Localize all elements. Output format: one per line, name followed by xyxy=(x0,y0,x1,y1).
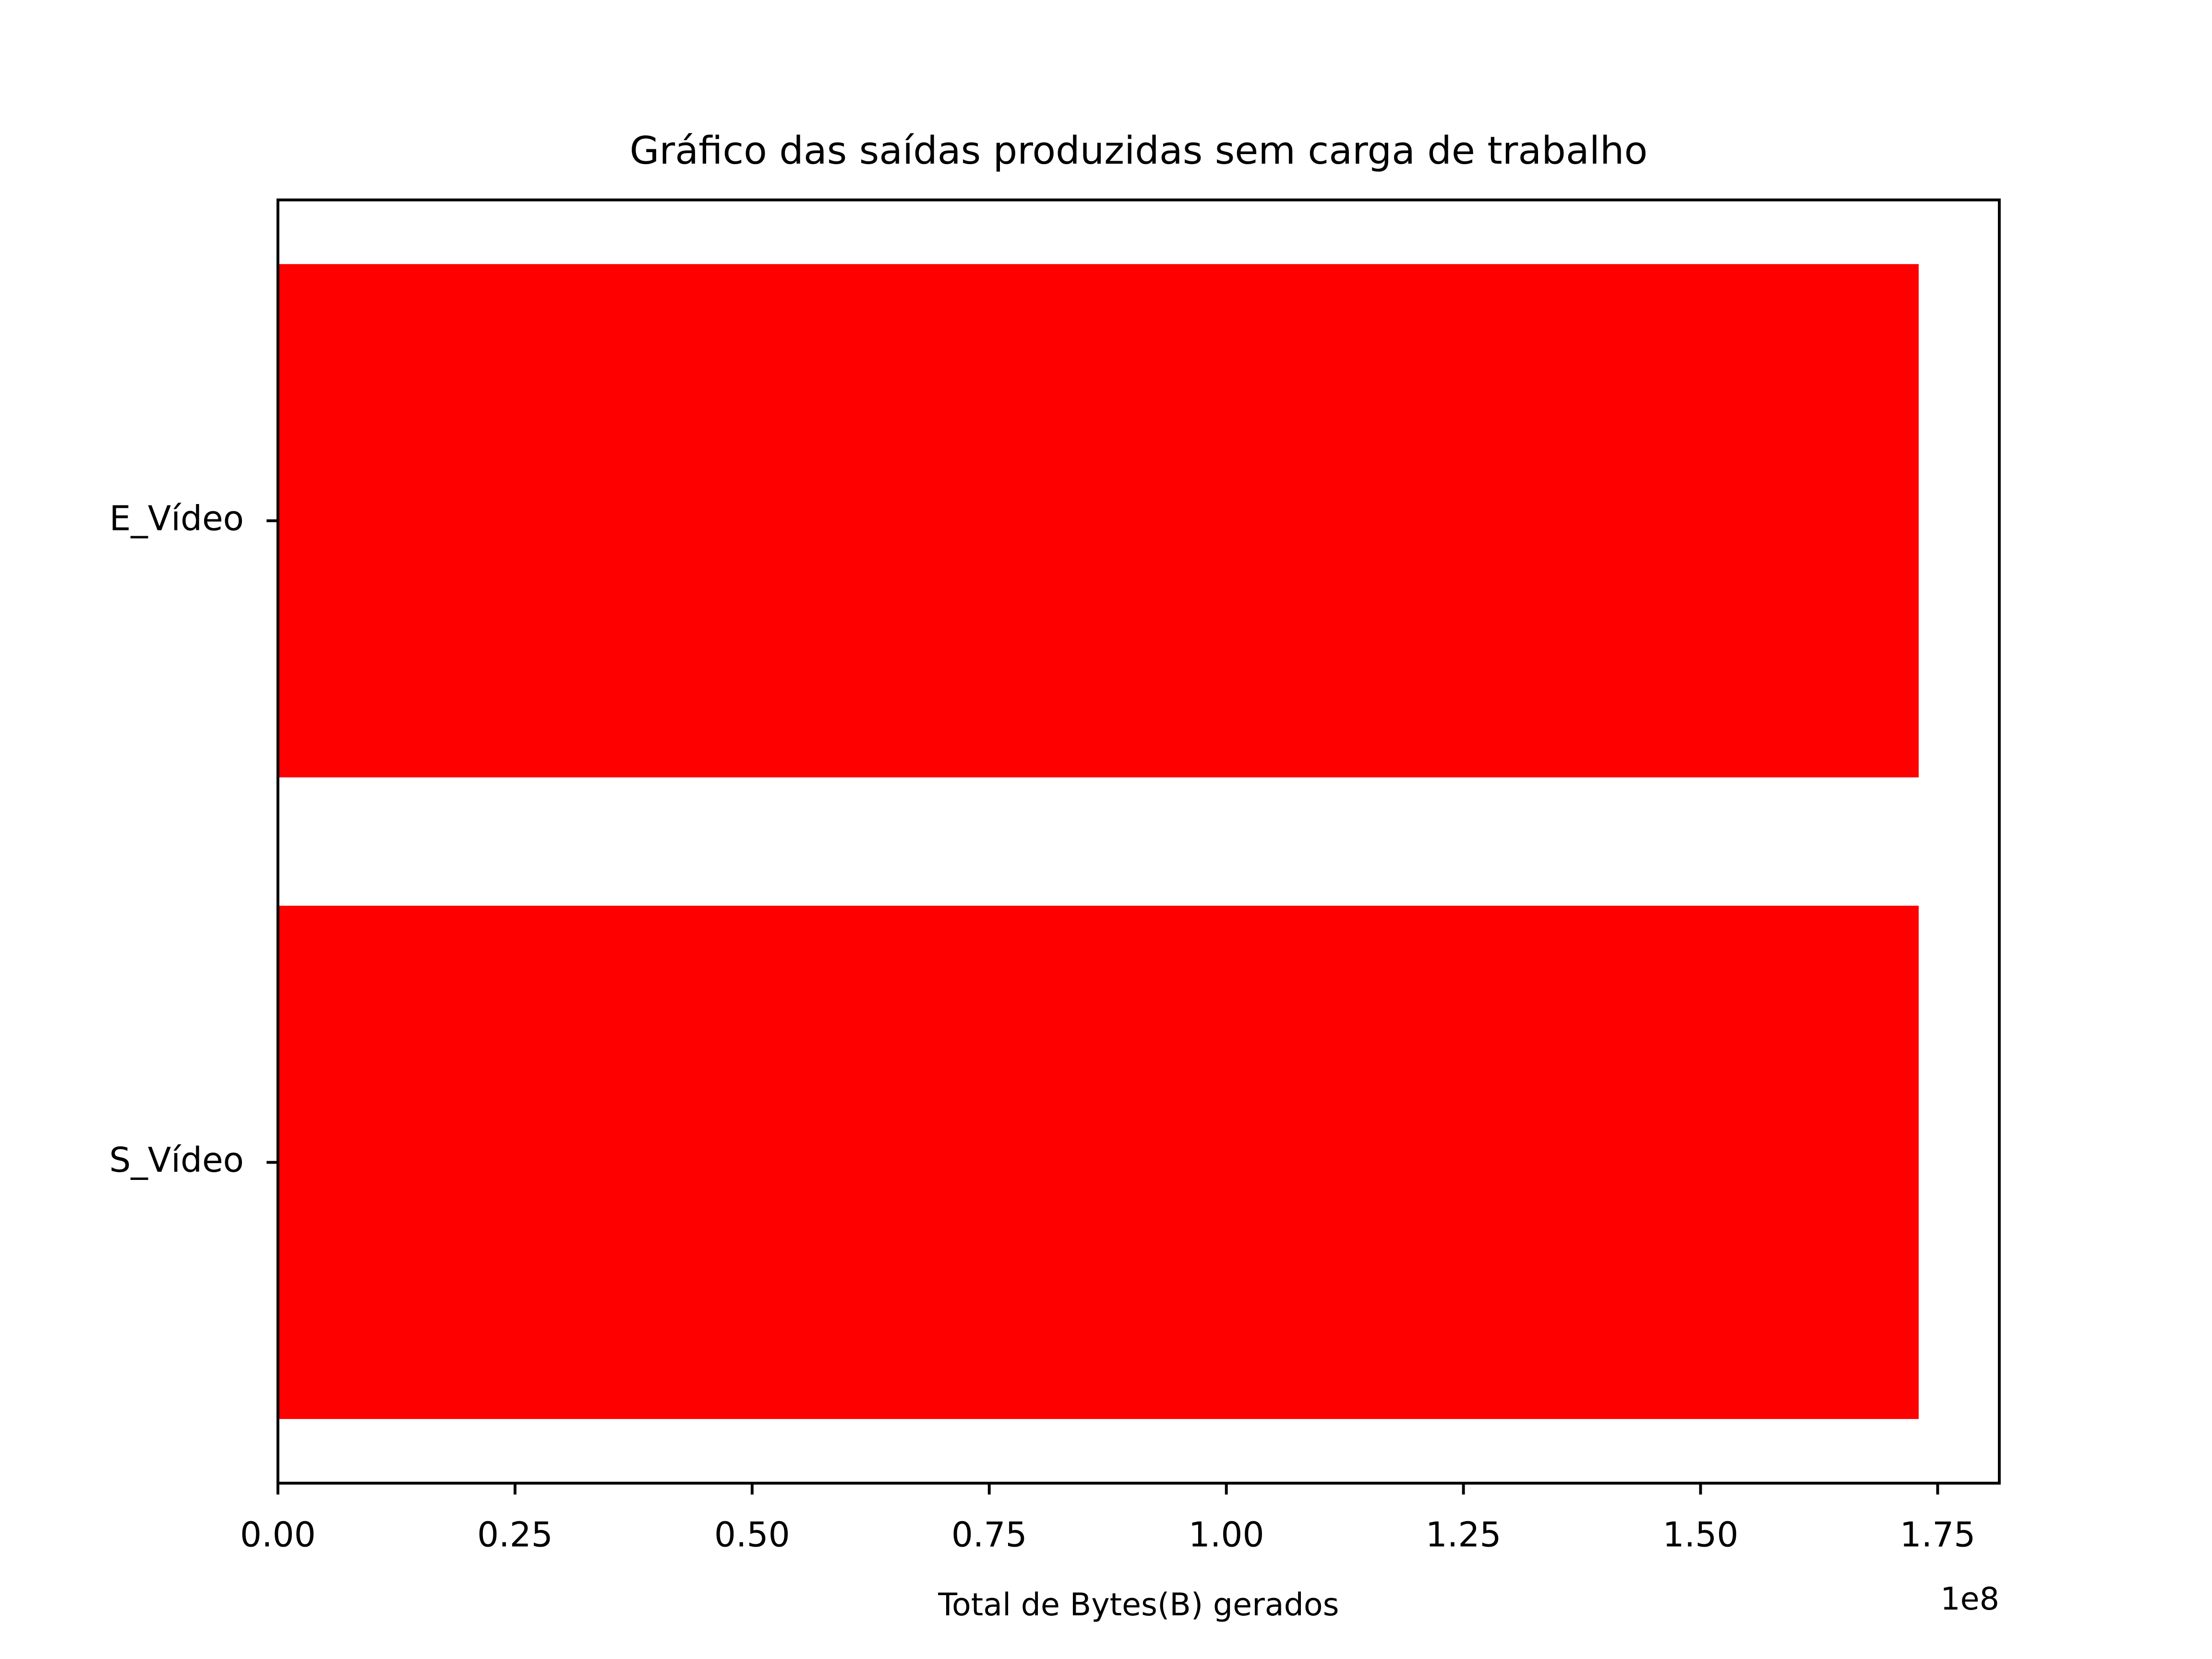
x-tick-label: 0.75 xyxy=(951,1515,1027,1555)
x-axis-label: Total de Bytes(B) gerados xyxy=(938,1587,1339,1623)
y-tick-label: S_Vídeo xyxy=(109,1140,244,1180)
x-tick-label: 0.00 xyxy=(240,1515,316,1555)
plot-frame xyxy=(276,198,2001,1485)
bar xyxy=(277,264,1919,778)
x-tick-label: 1.25 xyxy=(1426,1515,1502,1555)
x-tick-label: 0.25 xyxy=(477,1515,553,1555)
x-tick-label: 1.50 xyxy=(1663,1515,1739,1555)
chart-title: Gráfico das saídas produzidas sem carga … xyxy=(630,128,1648,173)
y-tick-label: E_Vídeo xyxy=(109,498,244,538)
x-tick-label: 1.00 xyxy=(1189,1515,1264,1555)
x-offset-label: 1e8 xyxy=(1940,1581,1999,1617)
x-tick-label: 0.50 xyxy=(714,1515,790,1555)
x-tick-label: 1.75 xyxy=(1900,1515,1976,1555)
bar xyxy=(277,905,1919,1419)
